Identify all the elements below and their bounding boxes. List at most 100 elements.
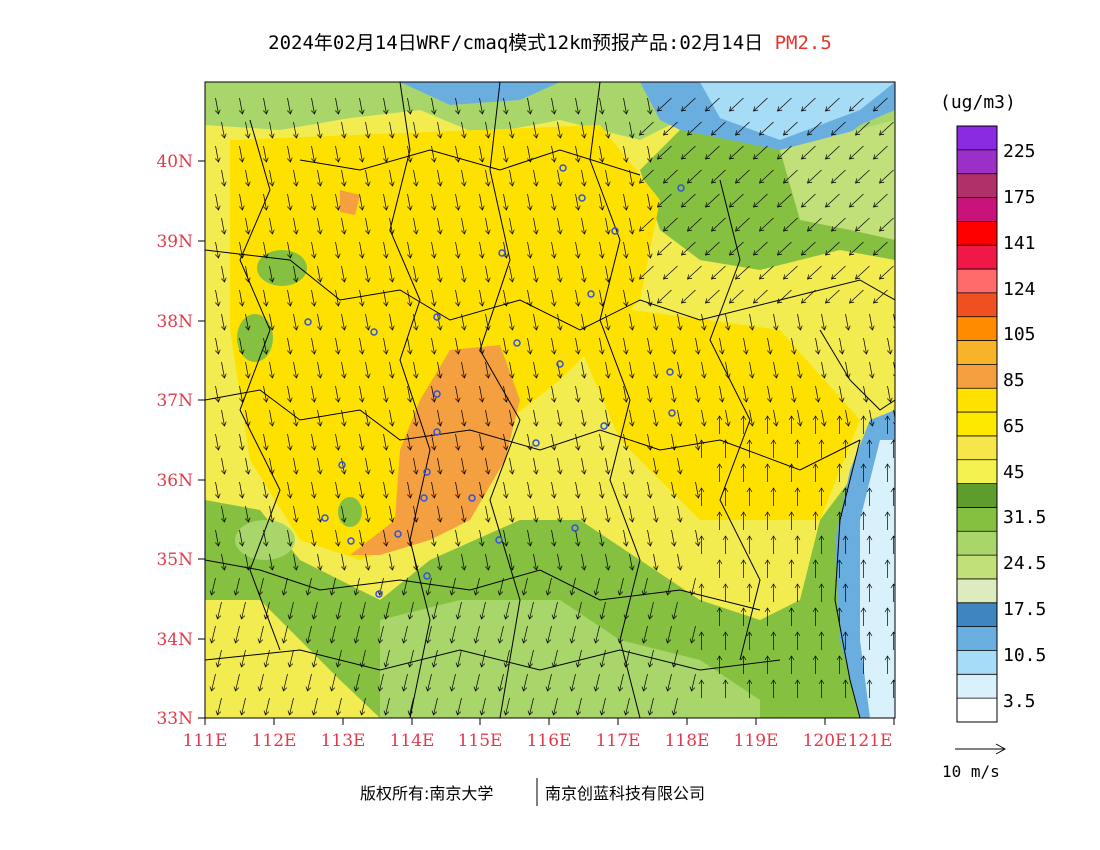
- wind-arrow: [461, 169, 465, 187]
- wind-arrow: [437, 121, 441, 139]
- wind-arrow: [431, 289, 435, 307]
- wind-arrow: [293, 457, 297, 475]
- wind-arrow: [431, 529, 435, 547]
- wind-arrow: [259, 625, 264, 644]
- wind-arrow: [629, 265, 633, 283]
- wind-arrow: [263, 433, 267, 451]
- boundary-line-9: [205, 649, 781, 671]
- wind-arrow: [657, 193, 672, 208]
- wind-arrow: [211, 577, 216, 596]
- wind-arrow: [385, 601, 390, 620]
- wind-arrow: [317, 505, 321, 523]
- wind-arrow: [215, 337, 219, 355]
- station-marker: [666, 368, 674, 376]
- wind-arrow: [767, 385, 771, 403]
- wind-arrow: [461, 553, 465, 571]
- wind-arrow: [407, 337, 411, 355]
- wind-arrow: [653, 457, 657, 475]
- wind-arrow: [601, 697, 606, 716]
- wind-arrow: [557, 361, 561, 379]
- wind-arrow: [599, 337, 603, 355]
- wind-arrow: [663, 169, 678, 184]
- wind-arrow: [365, 217, 369, 235]
- wind-arrow: [287, 145, 291, 163]
- wind-arrow: [807, 169, 822, 184]
- wind-arrow: [509, 217, 513, 235]
- wind-arrow: [341, 217, 345, 235]
- wind-arrow: [503, 337, 507, 355]
- northeast-lightgreen: [780, 120, 895, 240]
- wind-arrow: [845, 409, 849, 427]
- wind-arrow: [217, 697, 222, 716]
- wind-arrow: [413, 217, 417, 235]
- wind-arrow: [503, 529, 507, 547]
- wind-arrow: [821, 409, 825, 427]
- wind-arrow: [509, 457, 513, 475]
- wind-arrow: [527, 145, 531, 163]
- wind-arrow: [455, 193, 459, 211]
- wind-arrow: [455, 145, 459, 163]
- wind-arrow: [413, 169, 417, 187]
- wind-arrow: [317, 265, 321, 283]
- wind-arrow: [667, 577, 672, 596]
- wind-arrow: [269, 217, 273, 235]
- wind-arrow: [461, 361, 465, 379]
- wind-arrow: [403, 673, 408, 692]
- wind-arrow: [807, 217, 822, 232]
- wind-arrow: [383, 289, 387, 307]
- wind-arrow: [533, 217, 537, 235]
- wind-arrow: [855, 265, 870, 280]
- wind-arrow: [269, 121, 273, 139]
- wind-arrow: [575, 433, 579, 451]
- wind-arrow: [547, 625, 552, 644]
- legend-swatch: [957, 340, 997, 365]
- wind-arrow: [577, 697, 582, 716]
- wind-arrow: [413, 409, 417, 427]
- wind-arrow: [437, 169, 441, 187]
- wind-arrow: [239, 241, 243, 259]
- wind-arrow: [245, 457, 249, 475]
- wind-arrow: [729, 289, 744, 304]
- wind-arrow: [311, 433, 315, 451]
- wind-arrow: [269, 313, 273, 331]
- wind-arrow: [503, 385, 507, 403]
- wind-arrow: [725, 409, 729, 427]
- wind-arrow: [437, 457, 441, 475]
- wind-arrow: [407, 145, 411, 163]
- wind-arrow: [753, 145, 768, 160]
- wind-arrow: [389, 217, 393, 235]
- wind-arrow: [215, 193, 219, 211]
- wind-arrow: [749, 409, 753, 427]
- wind-arrow: [759, 169, 774, 184]
- wind-arrow: [647, 529, 651, 547]
- title-text: 2024年02月14日WRF/cmaq模式12km预报产品:02月14日: [268, 32, 764, 54]
- legend-label-65: 65: [1003, 416, 1025, 437]
- wind-arrow: [311, 289, 315, 307]
- wind-arrow: [217, 601, 222, 620]
- wind-arrow: [773, 361, 777, 379]
- wind-arrow: [403, 625, 408, 644]
- legend-swatch: [957, 149, 997, 175]
- wind-arrow: [557, 313, 561, 331]
- wind-arrow: [605, 169, 609, 187]
- wind-arrow: [403, 577, 408, 596]
- wind-arrow: [499, 673, 504, 692]
- legend-swatch: [957, 412, 997, 437]
- wind-arrow: [869, 313, 873, 331]
- lon-label-120e: 120E: [803, 731, 848, 751]
- wind-arrow: [677, 457, 681, 475]
- wind-arrow: [311, 385, 315, 403]
- wind-arrow: [623, 385, 627, 403]
- wind-arrow: [801, 145, 816, 160]
- wind-arrow: [481, 649, 486, 668]
- wind-arrow: [241, 601, 246, 620]
- wind-arrow: [649, 697, 654, 716]
- wind-arrow: [407, 97, 411, 115]
- wind-arrow: [863, 337, 867, 355]
- wind-arrow: [667, 673, 672, 692]
- wind-arrow: [479, 529, 483, 547]
- wind-arrow: [759, 121, 774, 136]
- wind-arrow: [509, 505, 513, 523]
- wind-arrow: [383, 529, 387, 547]
- wind-arrow: [849, 241, 864, 256]
